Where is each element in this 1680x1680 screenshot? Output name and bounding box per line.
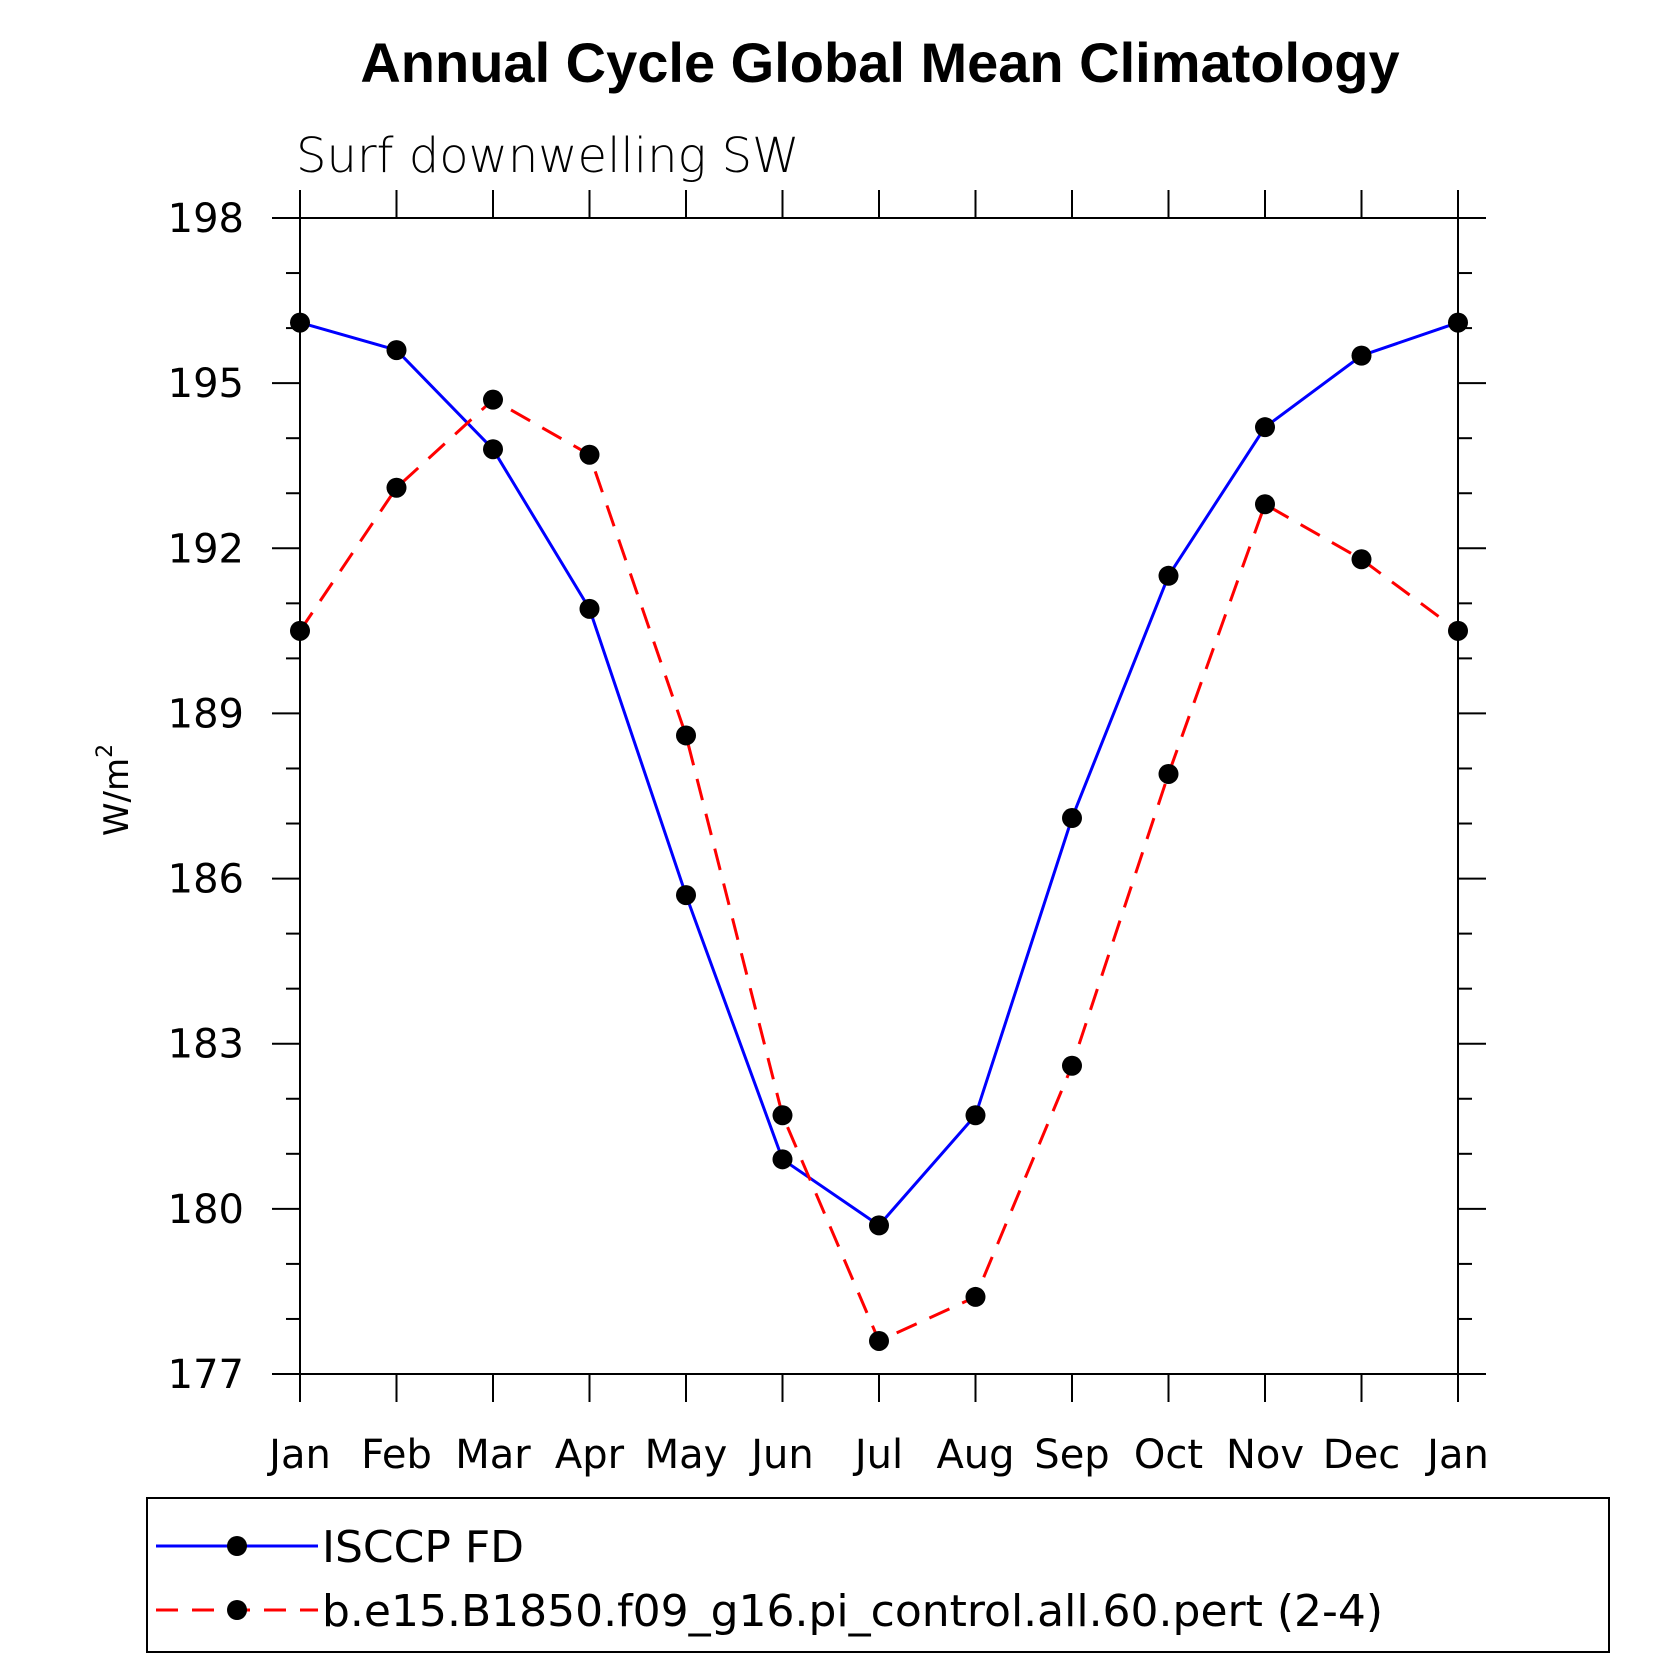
y-axis-label: W/m2 <box>93 744 137 836</box>
series-2-point-4 <box>579 444 600 465</box>
y-tick-label: 177 <box>168 1352 244 1398</box>
series-1-point-5 <box>676 885 696 906</box>
y-tick-label: 189 <box>168 691 244 737</box>
legend-marker-1 <box>227 1536 247 1556</box>
x-tick-label: Jan <box>1424 1432 1489 1478</box>
series-2-point-6 <box>772 1105 793 1126</box>
plot-frame <box>299 217 1459 1375</box>
y-tick-label: 192 <box>168 526 244 572</box>
x-tick-label: Jul <box>852 1432 903 1478</box>
series-2-point-3 <box>483 389 503 410</box>
series-1-point-4 <box>579 598 600 619</box>
series-2-point-12 <box>1351 549 1372 570</box>
series-1-point-6 <box>772 1149 793 1170</box>
series-layer <box>290 312 1468 1351</box>
series-2-point-11 <box>1255 494 1275 515</box>
plot-border <box>299 217 1459 1375</box>
series-1-point-12 <box>1351 345 1372 366</box>
series-1-point-3 <box>483 439 503 460</box>
series-1-point-8 <box>965 1105 986 1126</box>
series-1-point-13 <box>1448 312 1468 333</box>
x-tick-label: Nov <box>1226 1432 1304 1478</box>
chart-title: Annual Cycle Global Mean Climatology <box>360 31 1399 94</box>
x-tick-label: Dec <box>1323 1432 1400 1478</box>
legend-label-2: b.e15.B1850.f09_g16.pi_control.all.60.pe… <box>322 1586 1383 1637</box>
series-2-point-8 <box>965 1286 986 1307</box>
series-2-point-9 <box>1062 1055 1082 1076</box>
x-tick-label: Jun <box>748 1432 814 1478</box>
x-axis-ticks: Jan Feb Mar Apr May Jun Jul Aug Sep Oct Nov Dec Jan <box>266 190 1489 1478</box>
legend-entry-isccp-fd: ISCCP FD <box>156 1522 524 1573</box>
series-line-2 <box>298 397 1459 1343</box>
y-tick-label: 183 <box>168 1022 244 1068</box>
x-tick-label: Feb <box>361 1432 432 1478</box>
y-tick-label: 186 <box>168 857 244 903</box>
x-tick-label: Oct <box>1134 1432 1203 1478</box>
legend-label-1: ISCCP FD <box>322 1522 524 1573</box>
series-2-point-10 <box>1158 763 1179 784</box>
series-1-point-2 <box>386 340 407 361</box>
series-2 <box>290 389 1468 1351</box>
x-tick-label: Aug <box>936 1432 1014 1478</box>
legend: ISCCP FD b.e15.B1850.f09_g16.pi_control.… <box>146 1497 1610 1653</box>
y-tick-label: 180 <box>168 1187 244 1233</box>
y-tick-label: 198 <box>168 196 244 242</box>
series-2-point-1 <box>290 620 310 641</box>
series-1-point-9 <box>1062 808 1082 829</box>
series-1 <box>290 312 1468 1236</box>
y-tick-label: 195 <box>168 361 244 407</box>
y-axis-label-group: W/m2 <box>93 744 137 836</box>
series-1-point-1 <box>290 312 310 333</box>
series-1-point-10 <box>1158 565 1179 586</box>
y-axis-ticks: 177 180 183 186 189 192 195 198 <box>168 196 1486 1398</box>
legend-marker-2 <box>227 1600 247 1620</box>
series-1-point-11 <box>1255 417 1275 438</box>
x-tick-label: Mar <box>455 1432 531 1478</box>
x-tick-label: Jan <box>266 1432 331 1478</box>
series-2-point-2 <box>386 477 407 498</box>
legend-box <box>146 1497 1610 1653</box>
x-tick-label: May <box>645 1432 728 1478</box>
x-tick-label: Apr <box>555 1432 625 1478</box>
series-1-point-7 <box>869 1215 889 1236</box>
legend-entry-b-e15: b.e15.B1850.f09_g16.pi_control.all.60.pe… <box>156 1586 1383 1637</box>
series-2-point-7 <box>869 1330 889 1351</box>
series-2-point-13 <box>1448 620 1468 641</box>
chart-subtitle: Surf downwelling SW <box>296 128 800 184</box>
series-2-point-5 <box>676 725 696 746</box>
y-axis-label-unit: W/m <box>97 758 137 836</box>
series-line-1 <box>299 321 1459 1228</box>
y-axis-label-superscript: 2 <box>93 744 118 758</box>
x-tick-label: Sep <box>1034 1432 1109 1478</box>
